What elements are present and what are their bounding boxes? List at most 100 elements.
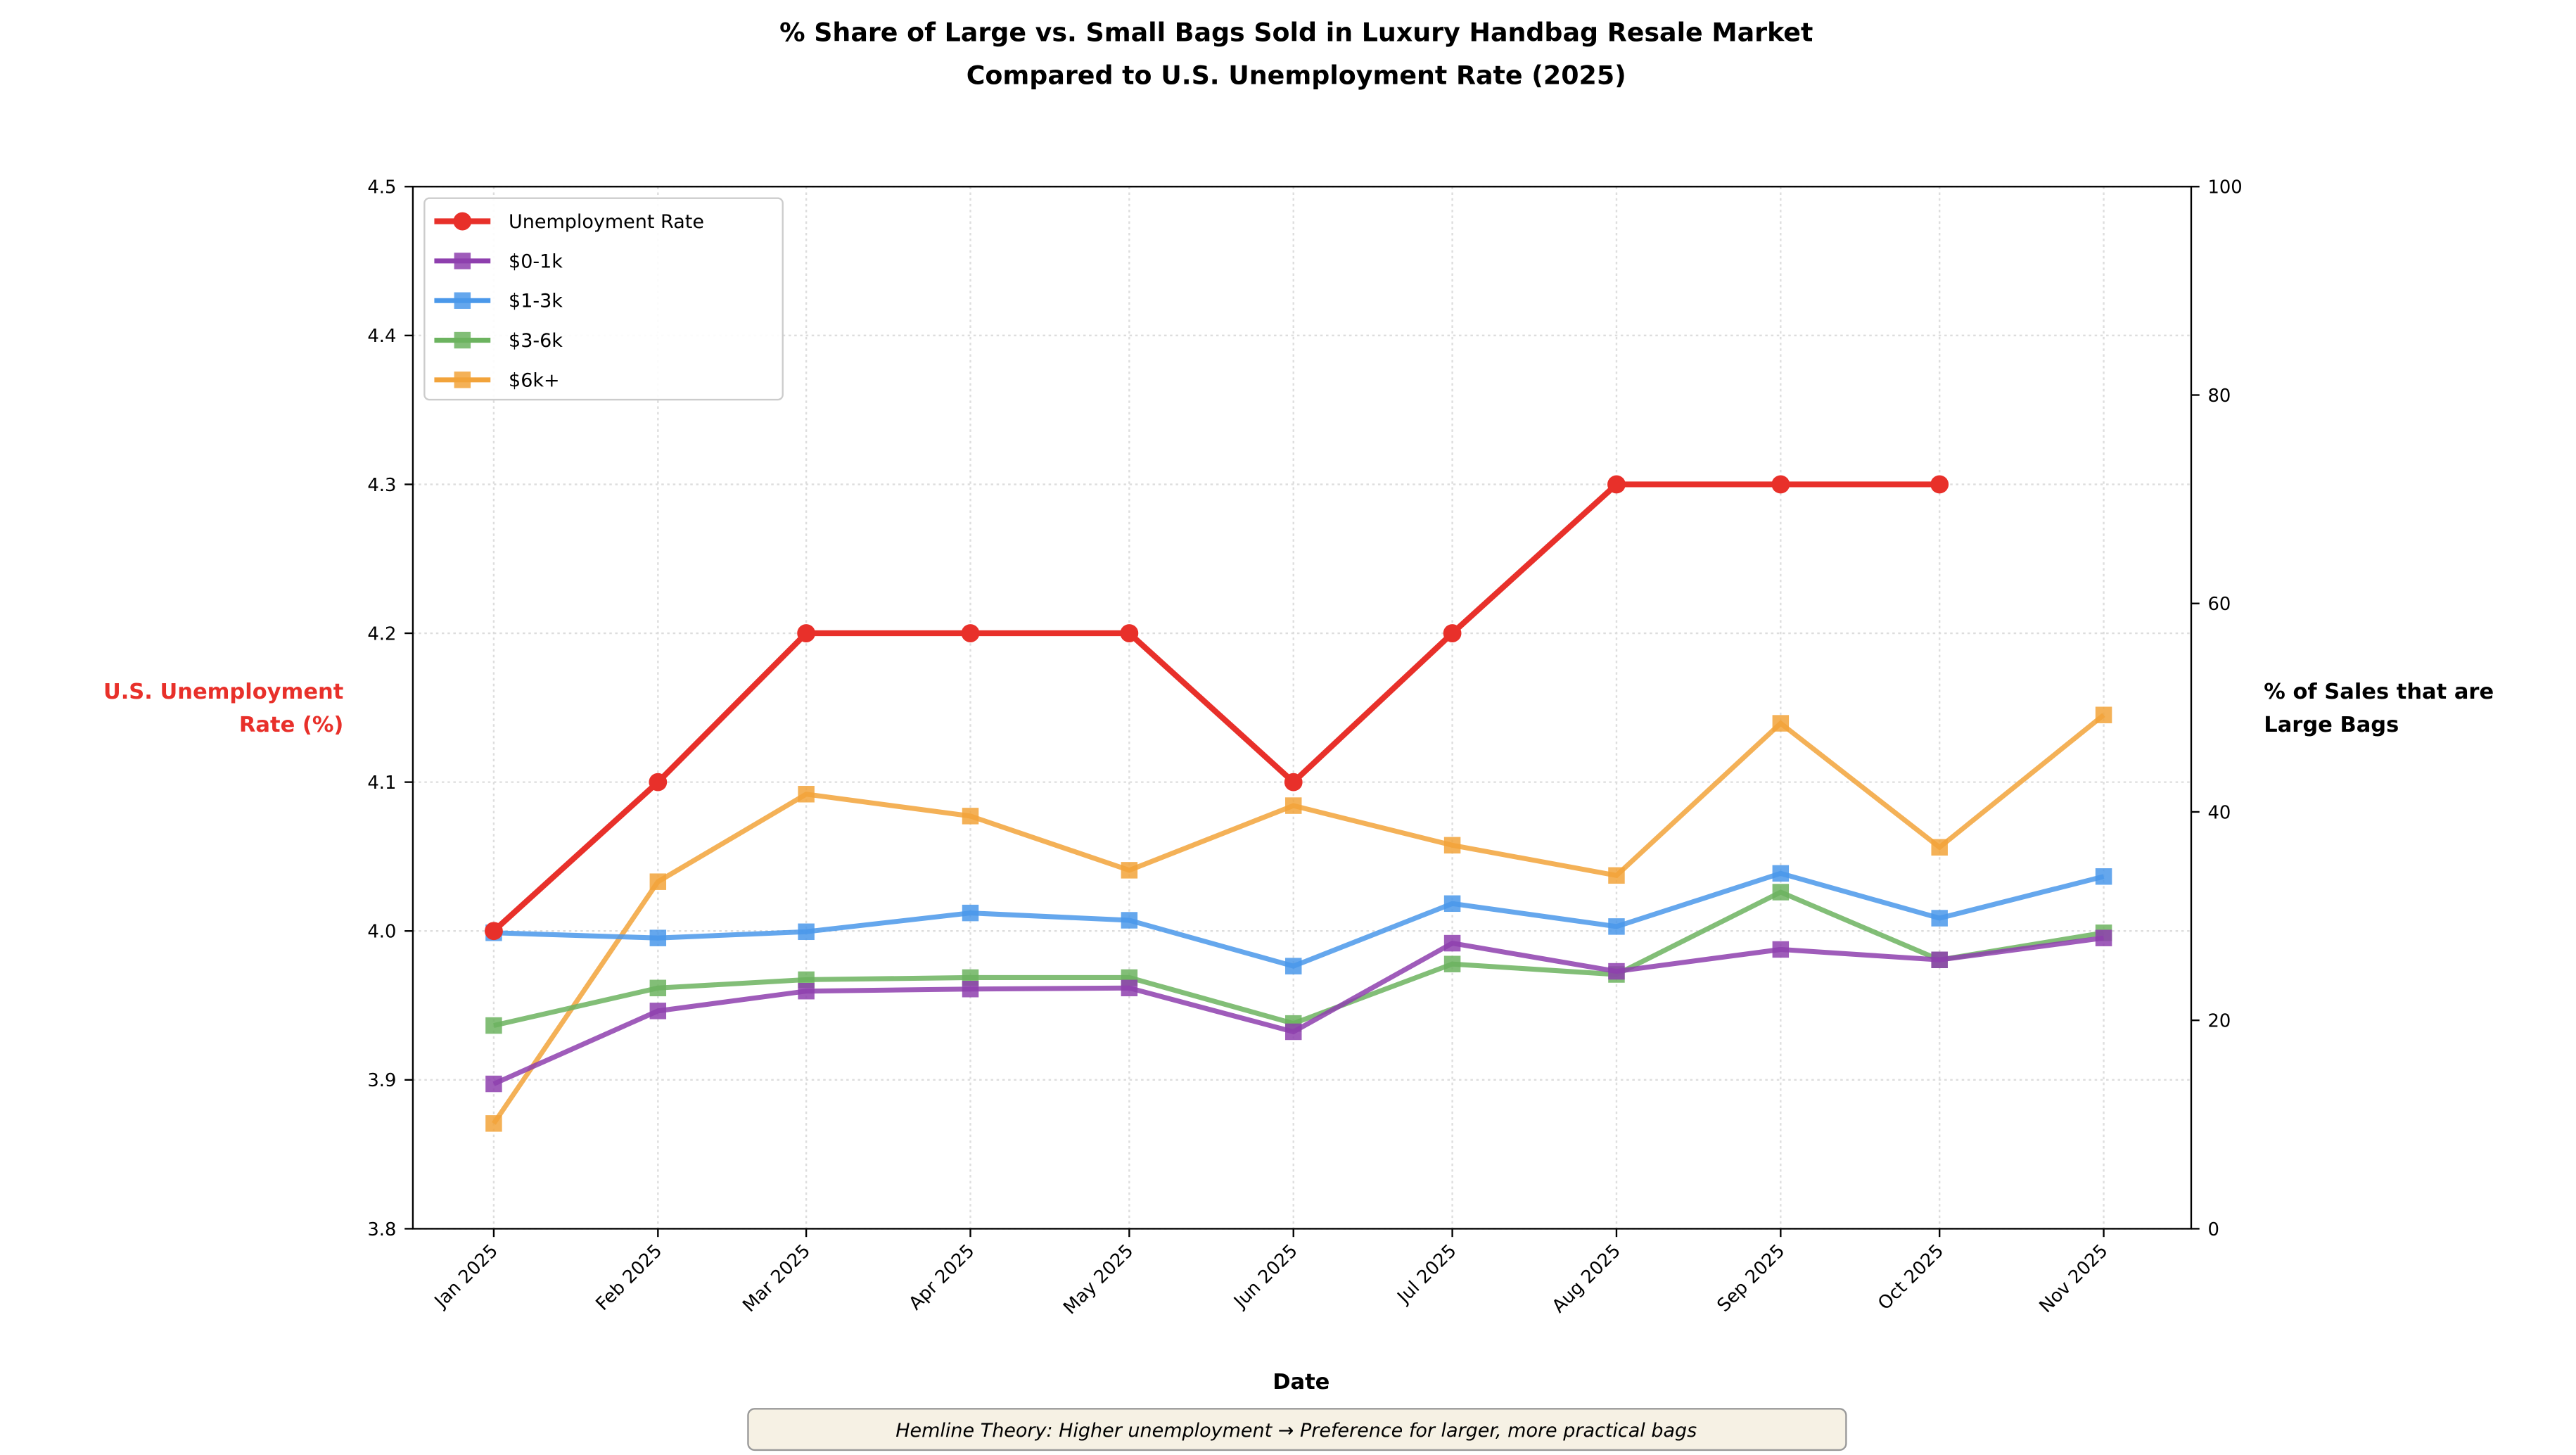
data-point [1120,624,1139,642]
data-point [961,624,980,642]
left-tick-label: 4.5 [367,177,396,198]
data-point [1284,797,1302,814]
annotation-text: Hemline Theory: Higher unemployment → Pr… [895,1420,1697,1442]
data-point [2095,868,2112,885]
annotation-box [747,1408,1847,1451]
x-axis-label: Date [1273,1370,1330,1394]
series-unemployment-rate [485,475,1949,941]
left-tick-label: 4.2 [367,623,396,644]
data-point [798,786,815,803]
data-point [2095,706,2112,723]
data-point [649,873,667,890]
series--6k- [485,706,2112,1132]
data-point [1771,475,1790,494]
legend-marker [453,212,472,231]
right-tick-label: 60 [2207,594,2231,615]
legend-label: $6k+ [509,369,560,391]
plot-frame [412,186,2193,1230]
series--1-3k [485,865,2112,974]
right-tick-label: 100 [2207,177,2242,198]
data-point [1608,962,1625,980]
data-point [798,923,815,941]
x-tick-label: Apr 2025 [905,1240,978,1314]
legend-marker [454,292,471,309]
x-tick-label: Oct 2025 [1874,1240,1948,1314]
x-tick-label: Sep 2025 [1713,1240,1789,1316]
data-point [1121,862,1138,879]
data-point [1284,958,1302,974]
right-tick-label: 0 [2207,1219,2219,1240]
legend-box [423,197,784,401]
legend-marker [454,331,471,349]
series-line [492,481,1940,934]
data-point [649,929,667,946]
data-point [797,624,816,642]
data-point [798,982,815,1000]
right-axis-label-line2: Large Bags [2264,713,2399,737]
data-point [1443,837,1461,854]
x-tick-label: Aug 2025 [1548,1240,1625,1317]
data-point [1121,979,1138,997]
data-point [1284,1023,1302,1041]
series--0-1k [485,929,2112,1093]
data-point [1608,918,1625,935]
legend-marker [454,371,471,388]
data-point [1284,773,1303,792]
left-tick-label: 4.4 [367,326,396,347]
data-point [1443,955,1461,972]
right-tick-label: 20 [2207,1011,2231,1032]
data-point [1772,865,1790,882]
left-tick-label: 4.1 [367,773,396,794]
x-tick-label: Jan 2025 [430,1240,502,1313]
legend-label: $0-1k [509,250,563,272]
x-tick-label: Nov 2025 [2035,1240,2112,1317]
data-point [1607,475,1626,494]
left-tick-label: 4.0 [367,922,396,943]
legend: Unemployment Rate $0-1k $1-3k $3-6k $6k+ [423,197,784,401]
chart-title-line1: % Share of Large vs. Small Bags Sold in … [779,18,1813,48]
data-point [2095,929,2112,946]
data-point [1608,867,1625,884]
legend-label: $3-6k [509,330,563,352]
legend-label: Unemployment Rate [509,211,704,233]
series-line [493,870,2105,969]
data-point [485,1017,502,1034]
data-point [1931,951,1948,969]
x-tick-label: Feb 2025 [592,1240,667,1315]
data-point [962,808,979,825]
data-point [1931,910,1948,927]
data-point [1772,715,1790,732]
data-point [962,981,979,998]
data-point [962,904,979,922]
data-point [1930,475,1949,494]
data-point [649,773,668,792]
data-point [1772,884,1790,901]
data-point [649,979,667,997]
data-point [485,1075,502,1093]
legend-marker [454,253,471,269]
right-tick-label: 40 [2207,802,2231,823]
left-tick-label: 4.3 [367,475,396,496]
right-axis-label-line1: % of Sales that are [2264,680,2494,704]
data-point [1443,624,1462,642]
x-tick-label: Mar 2025 [739,1240,815,1316]
left-tick-label: 3.9 [367,1070,396,1091]
x-tick-label: Jun 2025 [1229,1240,1301,1313]
left-tick-label: 3.8 [367,1219,396,1240]
left-axis-label-line1: U.S. Unemployment [103,680,343,704]
series-group [485,475,2112,1132]
chart-title-line2: Compared to U.S. Unemployment Rate (2025… [967,61,1626,91]
right-tick-label: 80 [2207,386,2231,407]
data-point [649,1003,667,1019]
x-tick-label: May 2025 [1059,1240,1137,1319]
data-point [1443,895,1461,913]
data-point [1931,839,1948,856]
data-point [485,1115,502,1132]
data-point [485,922,503,941]
legend-label: $1-3k [509,291,563,312]
data-point [1772,941,1790,958]
data-point [1121,912,1138,929]
x-tick-label: Jul 2025 [1393,1240,1461,1309]
left-axis-label-line2: Rate (%) [239,713,343,737]
